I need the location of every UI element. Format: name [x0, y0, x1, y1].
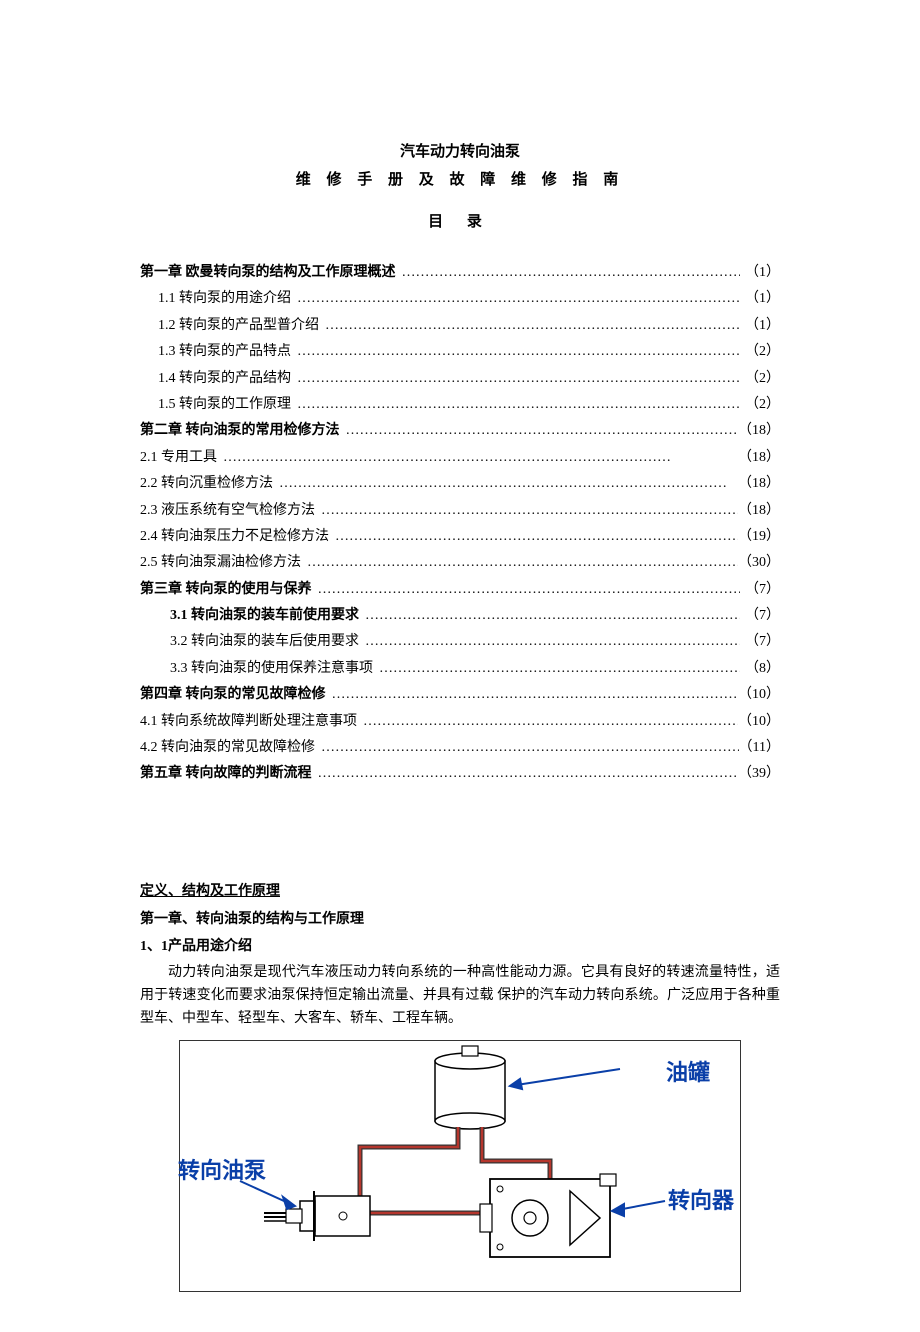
toc-label: 2.1 专用工具: [140, 447, 217, 469]
toc-dots: [312, 763, 739, 785]
toc-page-number: （2）: [740, 368, 780, 390]
toc-label: 1.1 转向泵的用途介绍: [140, 288, 291, 310]
section-1-1-heading: 1、1产品用途介绍: [140, 935, 780, 959]
toc-row: 3.1 转向油泵的装车前使用要求 （7）: [140, 605, 780, 627]
toc-row: 2.3 液压系统有空气检修方法 （18）: [140, 500, 780, 522]
toc-dots: [359, 605, 740, 627]
toc-page-number: （7）: [740, 579, 780, 601]
toc-page-number: （8）: [740, 658, 780, 680]
label-steering-pump: 转向油泵: [174, 1153, 270, 1188]
toc-page-number: （7）: [740, 631, 780, 653]
toc-dots: [291, 368, 740, 390]
toc-label: 1.5 转向泵的工作原理: [140, 394, 291, 416]
toc-row: 第四章 转向泵的常见故障检修 （10）: [140, 684, 780, 706]
toc-label: 2.4 转向油泵压力不足检修方法: [140, 526, 329, 548]
toc-page-number: （1）: [740, 315, 780, 337]
definition-heading: 定义、结构及工作原理: [140, 880, 280, 904]
toc-page-number: （18）: [738, 500, 780, 522]
toc-dots: [315, 737, 739, 759]
toc-page-number: （10）: [738, 711, 780, 733]
toc-label: 2.5 转向油泵漏油检修方法: [140, 552, 301, 574]
intro-paragraph: 动力转向油泵是现代汽车液压动力转向系统的一种高性能动力源。它具有良好的转速流量特…: [140, 961, 780, 1030]
toc-row: 第二章 转向油泵的常用检修方法 （18）: [140, 420, 780, 442]
toc-dots: [315, 500, 738, 522]
toc-dots: [312, 579, 741, 601]
toc-row: 2.1 专用工具 （18）: [140, 447, 780, 469]
toc-label: 1.2 转向泵的产品型普介绍: [140, 315, 319, 337]
toc-page-number: （2）: [740, 341, 780, 363]
toc-label: 1.3 转向泵的产品特点: [140, 341, 291, 363]
toc-row: 第五章 转向故障的判断流程 （39）: [140, 763, 780, 785]
label-oil-tank: 油罐: [666, 1055, 710, 1090]
toc-row: 4.2 转向油泵的常见故障检修 （11）: [140, 737, 780, 759]
document-page: 汽车动力转向油泵 维 修 手 册 及 故 障 维 修 指 南 目 录 第一章 欧…: [0, 0, 920, 1332]
toc-dots: [319, 315, 740, 337]
toc-page-number: （30）: [738, 552, 780, 574]
chapter-1-heading: 第一章、转向油泵的结构与工作原理: [140, 908, 780, 932]
toc-page-number: （18）: [738, 473, 780, 495]
toc-label: 3.3 转向油泵的使用保养注意事项: [140, 658, 373, 680]
toc-label: 3.2 转向油泵的装车后使用要求: [140, 631, 359, 653]
doc-title: 汽车动力转向油泵: [140, 140, 780, 164]
toc-row: 2.5 转向油泵漏油检修方法 （30）: [140, 552, 780, 574]
label-steering-gear: 转向器: [668, 1183, 734, 1218]
toc-page-number: （2）: [740, 394, 780, 416]
toc-row: 1.1 转向泵的用途介绍 （1）: [140, 288, 780, 310]
toc-dots: [329, 526, 738, 548]
toc-row: 1.2 转向泵的产品型普介绍 （1）: [140, 315, 780, 337]
doc-subtitle: 维 修 手 册 及 故 障 维 修 指 南: [140, 168, 780, 192]
toc-row: 1.3 转向泵的产品特点 （2）: [140, 341, 780, 363]
toc-label: 4.2 转向油泵的常见故障检修: [140, 737, 315, 759]
toc-page-number: （1）: [740, 262, 780, 284]
toc-dots: [291, 341, 740, 363]
toc-row: 4.1 转向系统故障判断处理注意事项 （10）: [140, 711, 780, 733]
toc-row: 3.2 转向油泵的装车后使用要求 （7）: [140, 631, 780, 653]
toc-dots: [301, 552, 738, 574]
steering-gear-shape: [480, 1174, 616, 1257]
toc-page-number: （7）: [740, 605, 780, 627]
toc-heading: 目 录: [140, 210, 780, 234]
toc-page-number: （19）: [738, 526, 780, 548]
toc-label: 第三章 转向泵的使用与保养: [140, 579, 312, 601]
toc-row: 2.2 转向沉重检修方法 （18）: [140, 473, 780, 495]
toc-label: 4.1 转向系统故障判断处理注意事项: [140, 711, 357, 733]
toc-page-number: （1）: [740, 288, 780, 310]
toc-dots: [396, 262, 741, 284]
toc-row: 1.4 转向泵的产品结构 （2）: [140, 368, 780, 390]
toc-dots: [273, 473, 738, 495]
toc-row: 第三章 转向泵的使用与保养 （7）: [140, 579, 780, 601]
toc-label: 2.3 液压系统有空气检修方法: [140, 500, 315, 522]
toc-row: 3.3 转向油泵的使用保养注意事项 （8）: [140, 658, 780, 680]
toc-dots: [359, 631, 740, 653]
toc-dots: [340, 420, 739, 442]
toc-label: 第一章 欧曼转向泵的结构及工作原理概述: [140, 262, 396, 284]
toc-label: 3.1 转向油泵的装车前使用要求: [140, 605, 359, 627]
toc-dots: [291, 394, 740, 416]
toc-dots: [326, 684, 739, 706]
table-of-contents: 第一章 欧曼转向泵的结构及工作原理概述（1）1.1 转向泵的用途介绍（1）1.2…: [140, 262, 780, 786]
toc-page-number: （39）: [738, 763, 780, 785]
toc-row: 2.4 转向油泵压力不足检修方法 （19）: [140, 526, 780, 548]
toc-dots: [373, 658, 740, 680]
toc-label: 1.4 转向泵的产品结构: [140, 368, 291, 390]
toc-label: 第二章 转向油泵的常用检修方法: [140, 420, 340, 442]
toc-label: 2.2 转向沉重检修方法: [140, 473, 273, 495]
toc-label: 第五章 转向故障的判断流程: [140, 763, 312, 785]
toc-row: 1.5 转向泵的工作原理 （2）: [140, 394, 780, 416]
toc-page-number: （11）: [739, 737, 780, 759]
toc-page-number: （18）: [738, 447, 780, 469]
toc-dots: [217, 447, 738, 469]
toc-row: 第一章 欧曼转向泵的结构及工作原理概述 （1）: [140, 262, 780, 284]
toc-dots: [291, 288, 740, 310]
toc-page-number: （18）: [738, 420, 780, 442]
toc-dots: [357, 711, 738, 733]
toc-label: 第四章 转向泵的常见故障检修: [140, 684, 326, 706]
toc-page-number: （10）: [738, 684, 780, 706]
oil-tank-shape: [435, 1046, 505, 1129]
hydraulic-system-diagram: 油罐 转向油泵 转向器: [179, 1040, 741, 1292]
